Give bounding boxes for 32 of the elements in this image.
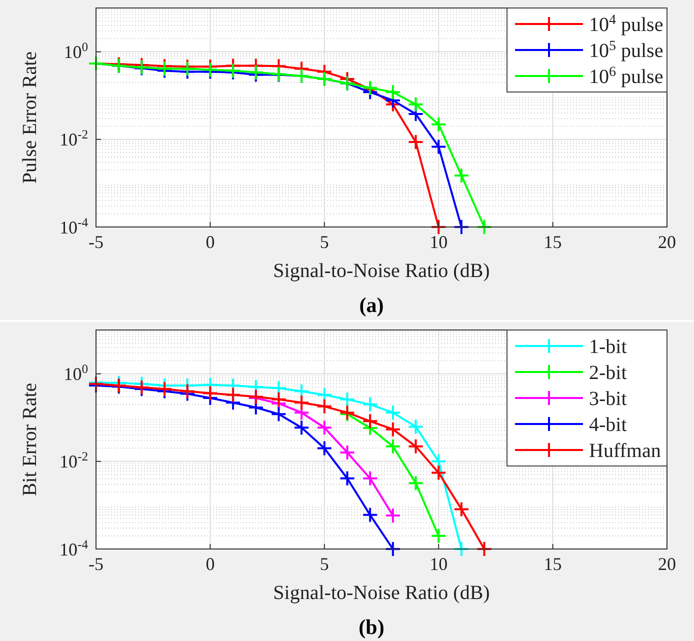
legend-label: 4-bit bbox=[589, 414, 628, 436]
x-tick-label: 20 bbox=[658, 554, 676, 574]
y-tick-label: 10$^{-2}$ bbox=[60, 128, 88, 150]
legend-label: 3-bit bbox=[589, 388, 628, 410]
legend-label: 10$^{5}$ pulse bbox=[589, 38, 664, 62]
text: (a) bbox=[359, 293, 384, 317]
x-tick-label: 10 bbox=[430, 232, 448, 252]
text: (b) bbox=[358, 615, 384, 639]
x-tick-label: 0 bbox=[206, 232, 215, 252]
x-tick-label: 5 bbox=[320, 554, 329, 574]
x-tick-label: 20 bbox=[658, 232, 676, 252]
x-tick-label: -5 bbox=[88, 232, 104, 252]
x-tick-label: 15 bbox=[544, 554, 562, 574]
x-tick-label: -5 bbox=[88, 554, 104, 574]
y-tick-label: 10$^{-4}$ bbox=[60, 215, 89, 238]
y-axis-title: Bit Error Rate bbox=[19, 382, 41, 496]
x-tick-label: 5 bbox=[320, 232, 329, 252]
y-tick-label: 10$^{-2}$ bbox=[60, 450, 88, 472]
x-axis-title: Signal-to-Noise Ratio (dB) bbox=[273, 260, 490, 282]
x-tick-label: 10 bbox=[430, 554, 448, 574]
x-axis-title: Signal-to-Noise Ratio (dB) bbox=[273, 582, 490, 604]
y-tick-label: 10$^{0}$ bbox=[64, 362, 88, 384]
legend-label: 1-bit bbox=[589, 336, 628, 358]
y-tick-label: 10$^{0}$ bbox=[64, 40, 88, 62]
legend-label: 10$^{6}$ pulse bbox=[589, 64, 664, 88]
x-tick-label: 15 bbox=[544, 232, 562, 252]
legend-label: 2-bit bbox=[589, 362, 628, 384]
legend-label: Huffman bbox=[589, 440, 661, 462]
y-axis-title: Pulse Error Rate bbox=[19, 51, 41, 184]
y-tick-label: 10$^{-4}$ bbox=[60, 537, 89, 560]
legend-label: 10$^{4}$ pulse bbox=[589, 12, 664, 36]
x-tick-label: 0 bbox=[206, 554, 215, 574]
